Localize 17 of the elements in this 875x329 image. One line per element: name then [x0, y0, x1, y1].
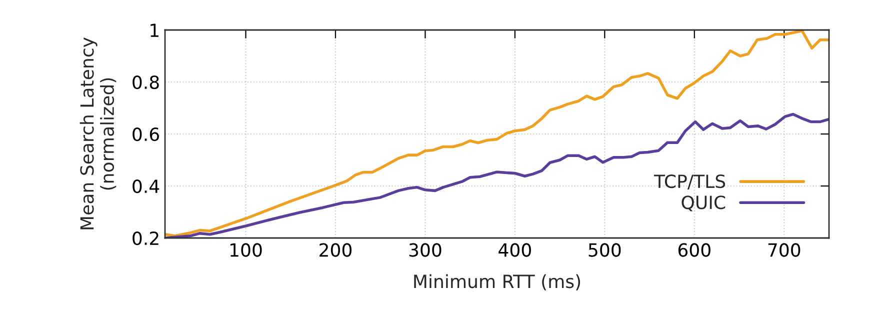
y-tick-label: 0.2 — [132, 231, 158, 246]
legend-label: TCP/TLS — [654, 174, 726, 190]
x-tick-label: 400 — [498, 243, 531, 257]
y-axis-title: Mean Search Latency (normalized) — [80, 38, 116, 230]
x-tick-label: 200 — [320, 243, 352, 257]
x-tick-label: 600 — [678, 243, 710, 257]
x-tick-label: 700 — [768, 243, 800, 257]
y-tick-label: 0.4 — [132, 179, 160, 194]
legend-label: QUIC — [682, 196, 726, 212]
x-tick-label: 300 — [409, 243, 442, 257]
line-series — [165, 30, 829, 238]
y-tick-label: 0.6 — [132, 127, 160, 142]
y-tick-label: 0.8 — [132, 75, 159, 90]
y-tick-label: 1 — [150, 24, 158, 37]
x-tick-label: 500 — [588, 243, 621, 257]
x-tick-label: 100 — [230, 243, 262, 257]
x-axis-title: Minimum RTT (ms) — [414, 274, 580, 290]
